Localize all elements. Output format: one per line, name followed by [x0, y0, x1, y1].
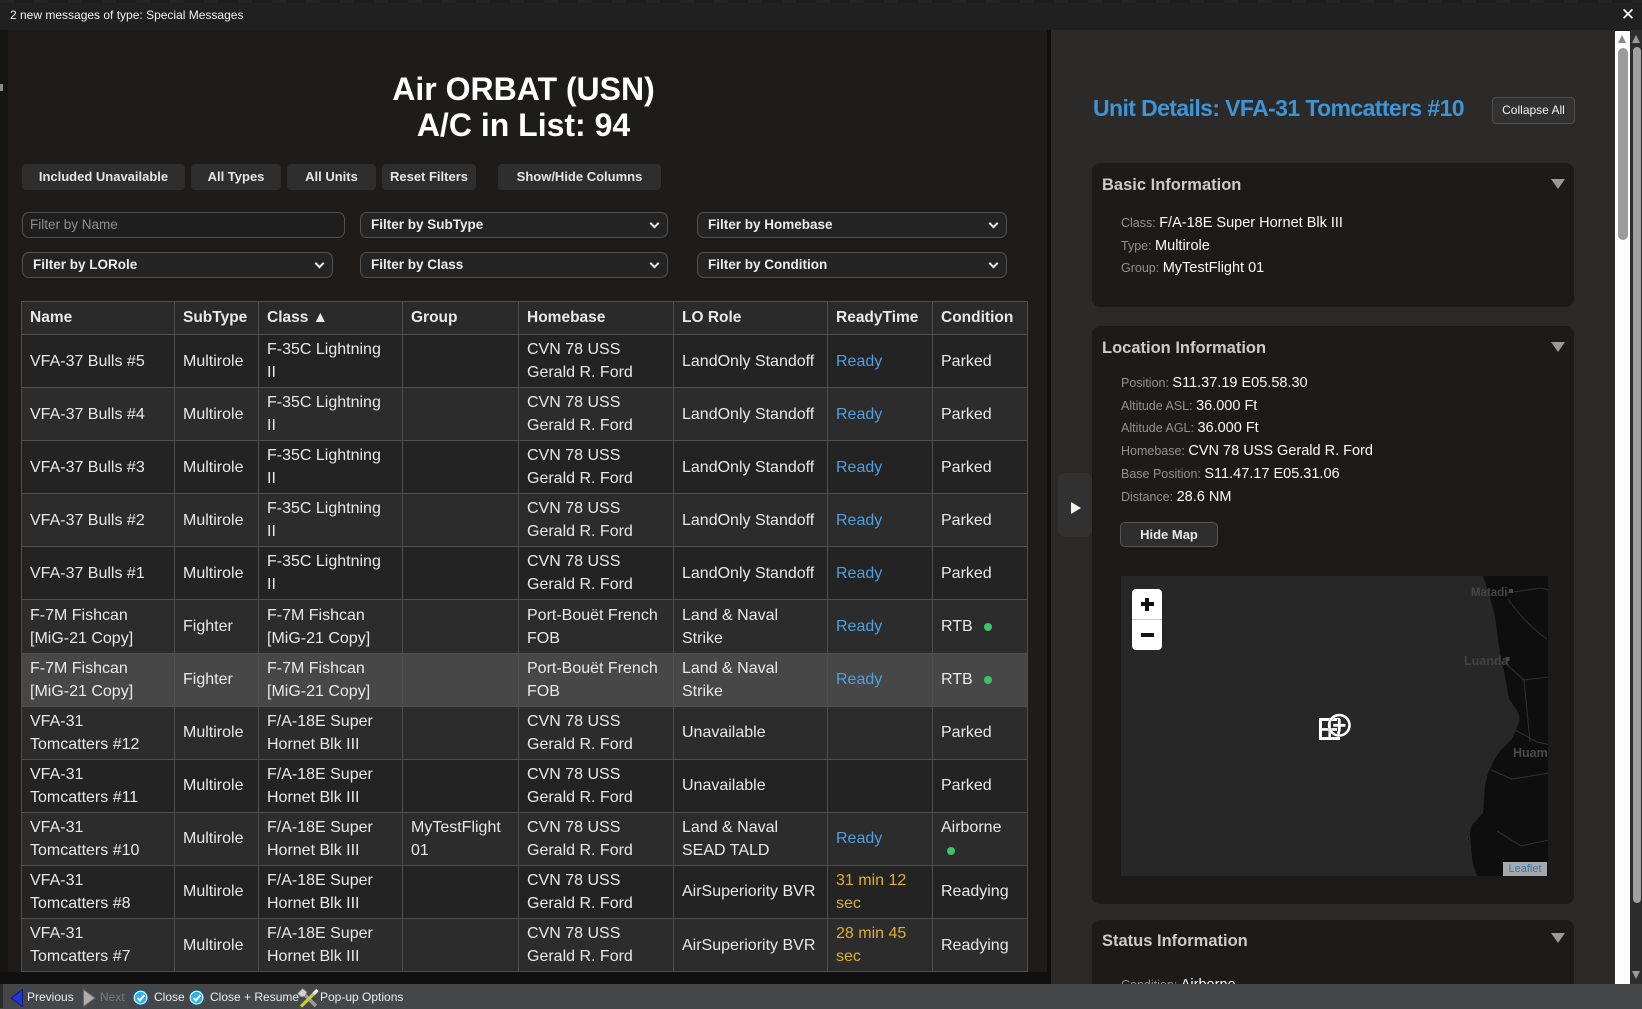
svg-text:Luanda: Luanda	[1464, 654, 1509, 668]
svg-text:Huambo: Huambo	[1513, 746, 1548, 760]
svg-text:Matadi: Matadi	[1471, 587, 1507, 599]
